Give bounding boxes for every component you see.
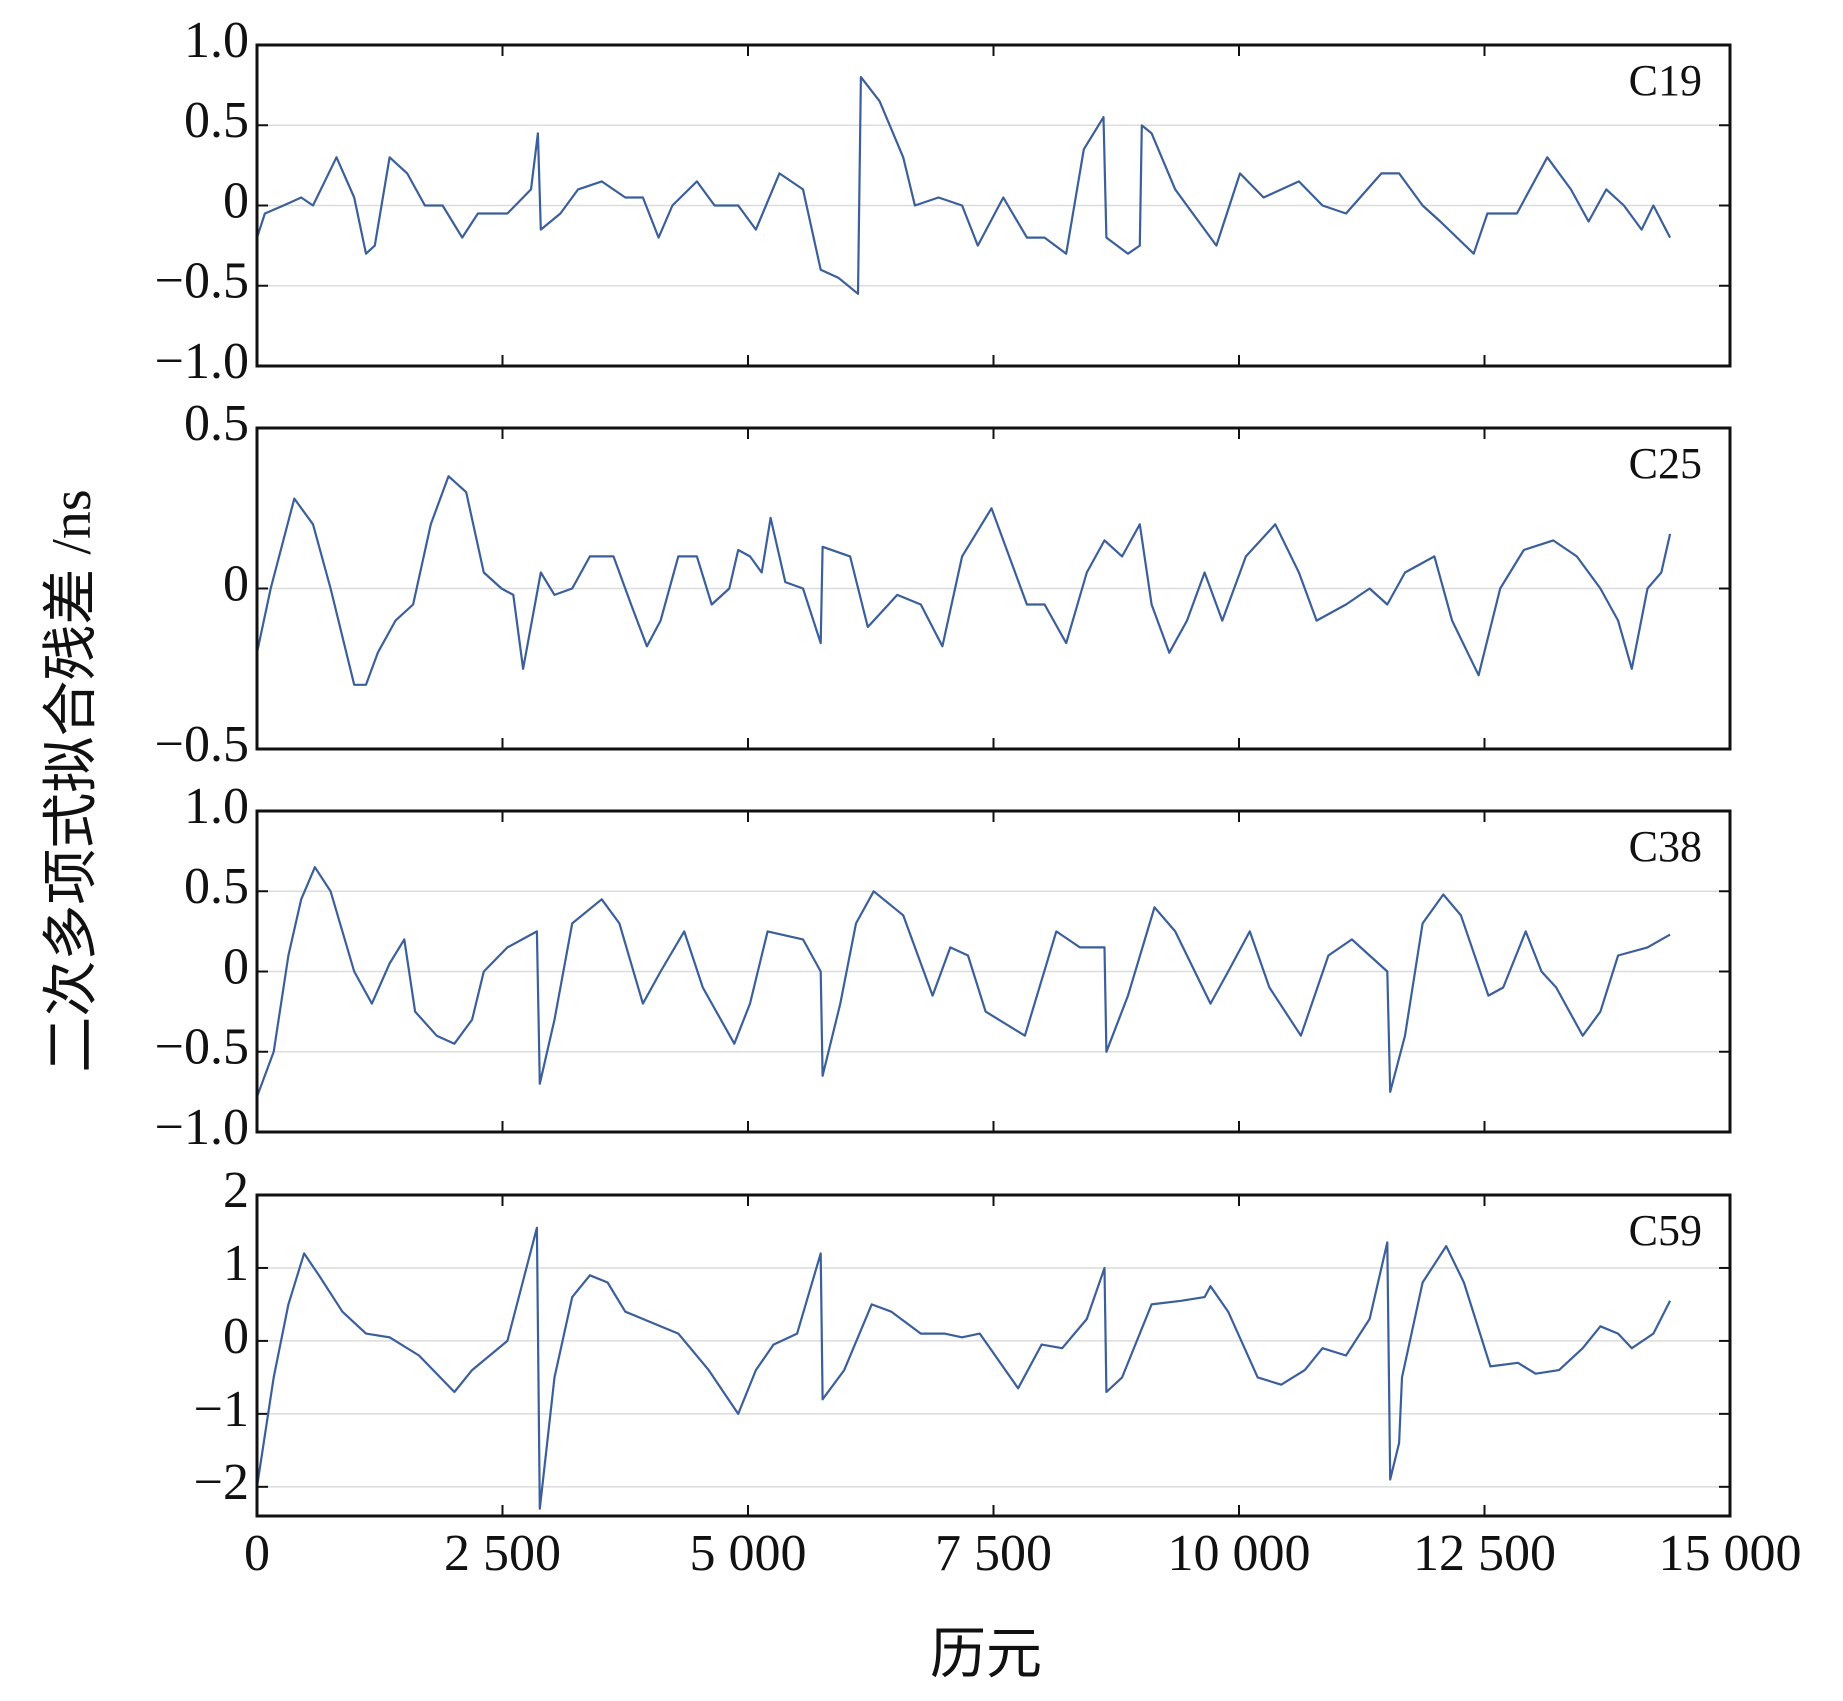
y-tick-label: −0.5 bbox=[155, 1019, 249, 1076]
y-tick-label: −1 bbox=[194, 1381, 249, 1438]
y-tick-label: 0.5 bbox=[184, 858, 249, 915]
y-tick-label: 1 bbox=[223, 1235, 249, 1292]
y-tick-label: 0.5 bbox=[184, 92, 249, 149]
plot-frame bbox=[255, 1193, 1732, 1518]
y-tick-label: 0 bbox=[223, 555, 249, 612]
panel-label: C19 bbox=[1629, 56, 1702, 105]
y-tick-label: 2 bbox=[223, 1162, 249, 1219]
y-tick-label: 0 bbox=[223, 1308, 249, 1365]
y-tick-label: 0 bbox=[223, 938, 249, 995]
x-tick-label: 7 500 bbox=[935, 1525, 1052, 1582]
x-tick-label: 10 000 bbox=[1168, 1525, 1311, 1582]
x-tick-label: 5 000 bbox=[690, 1525, 807, 1582]
x-axis-label: 历元 bbox=[930, 1624, 1042, 1686]
panel-label: C38 bbox=[1629, 822, 1702, 871]
y-tick-label: 0.5 bbox=[184, 395, 249, 452]
y-tick-label: −1.0 bbox=[155, 333, 249, 390]
data-line bbox=[255, 866, 1671, 1098]
y-tick-label: −0.5 bbox=[155, 716, 249, 773]
x-tick-label: 12 500 bbox=[1413, 1525, 1556, 1582]
data-line bbox=[255, 1226, 1672, 1510]
plot-frame bbox=[255, 809, 1732, 1134]
panel-label: C25 bbox=[1629, 439, 1702, 488]
y-tick-label: 1.0 bbox=[184, 778, 249, 835]
y-tick-label: 1.0 bbox=[184, 12, 249, 69]
y-tick-label: 0 bbox=[223, 172, 249, 229]
y-tick-label: −0.5 bbox=[155, 253, 249, 310]
y-tick-label: −2 bbox=[194, 1454, 249, 1511]
panel-label: C59 bbox=[1629, 1206, 1702, 1255]
x-tick-label: 0 bbox=[244, 1525, 270, 1582]
plot-frame bbox=[255, 426, 1732, 751]
x-tick-label: 2 500 bbox=[444, 1525, 561, 1582]
x-tick-label: 15 000 bbox=[1659, 1525, 1802, 1582]
y-tick-label: −1.0 bbox=[155, 1099, 249, 1156]
plot-frame bbox=[255, 43, 1732, 368]
data-line bbox=[255, 76, 1672, 295]
y-axis-label: 二次多项式拟合残差 /ns bbox=[41, 489, 103, 1072]
data-line bbox=[255, 475, 1672, 686]
